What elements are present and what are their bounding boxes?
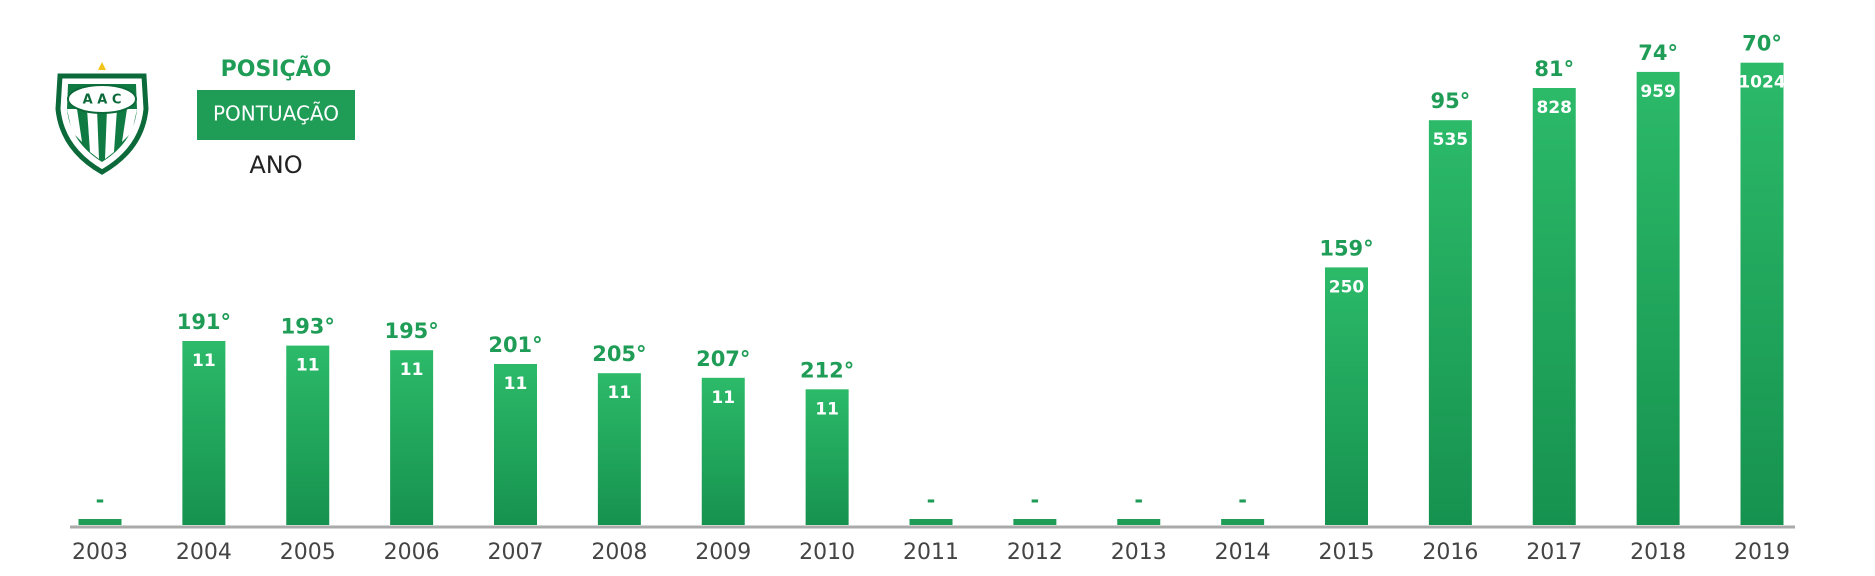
x-tick-label: 2007	[488, 540, 544, 565]
legend-position: POSIÇÃO	[221, 56, 332, 82]
position-label: 81°	[1534, 57, 1574, 81]
x-tick-label: 2004	[176, 540, 232, 565]
bar	[1636, 71, 1680, 526]
position-label: 70°	[1742, 32, 1782, 56]
bar	[1740, 62, 1784, 525]
bar	[494, 364, 537, 525]
x-tick-label: 2006	[384, 540, 440, 565]
legend-score: PONTUAÇÃO	[213, 102, 339, 126]
bar	[805, 389, 849, 525]
x-tick-label: 2014	[1215, 540, 1271, 565]
position-label: 95°	[1431, 89, 1471, 113]
x-tick-label: 2017	[1526, 540, 1582, 565]
x-tick-label: 2005	[280, 540, 336, 565]
position-label: 195°	[384, 319, 438, 343]
x-tick-label: 2008	[591, 540, 647, 565]
x-tick-label: 2015	[1319, 540, 1375, 565]
x-tick-label: 2003	[72, 540, 128, 565]
x-tick-label: 2010	[799, 540, 855, 565]
x-tick-label: 2013	[1111, 540, 1167, 565]
position-label: -	[1031, 488, 1040, 512]
bar	[1325, 267, 1368, 525]
position-label: -	[927, 488, 936, 512]
score-label: 250	[1329, 277, 1365, 297]
x-tick-label: 2016	[1422, 540, 1478, 565]
bar	[286, 345, 330, 525]
bar	[182, 341, 226, 525]
position-label: 205°	[592, 342, 646, 366]
stub-bar	[78, 519, 122, 525]
score-label: 1024	[1738, 73, 1785, 93]
x-tick-label: 2009	[695, 540, 751, 565]
bar	[390, 350, 434, 525]
score-label: 828	[1537, 98, 1573, 118]
stub-bar	[1013, 519, 1057, 525]
position-label: -	[1134, 488, 1143, 512]
score-label: 11	[296, 356, 320, 376]
score-label: 959	[1640, 82, 1676, 102]
bar	[1532, 88, 1576, 525]
position-label: 212°	[800, 358, 854, 382]
logo: A A C	[55, 62, 149, 175]
position-label: 193°	[281, 315, 335, 339]
bar	[597, 373, 641, 525]
bar	[701, 377, 745, 525]
x-tick-label: 2011	[903, 540, 959, 565]
svg-text:A A C: A A C	[83, 93, 122, 108]
position-label: 201°	[488, 333, 542, 357]
legend-score-box	[197, 90, 355, 140]
position-label: 159°	[1319, 236, 1373, 260]
stub-bar	[1221, 519, 1265, 525]
stub-bar	[1117, 519, 1161, 525]
legend-year: ANO	[249, 151, 302, 179]
position-label: -	[96, 488, 105, 512]
score-label: 11	[192, 351, 216, 371]
x-tick-label: 2018	[1630, 540, 1686, 565]
position-label: 191°	[177, 310, 231, 334]
score-label: 535	[1433, 130, 1469, 150]
x-tick-label: 2012	[1007, 540, 1063, 565]
score-label: 11	[608, 383, 632, 403]
bar	[1428, 120, 1472, 525]
position-label: 207°	[696, 347, 750, 371]
score-label: 11	[711, 388, 735, 408]
score-label: 11	[504, 374, 528, 394]
position-label: -	[1238, 488, 1247, 512]
x-tick-label: 2019	[1734, 540, 1790, 565]
stub-bar	[909, 519, 953, 525]
position-label: 74°	[1638, 41, 1678, 65]
score-label: 11	[400, 360, 424, 380]
score-label: 11	[815, 399, 839, 419]
